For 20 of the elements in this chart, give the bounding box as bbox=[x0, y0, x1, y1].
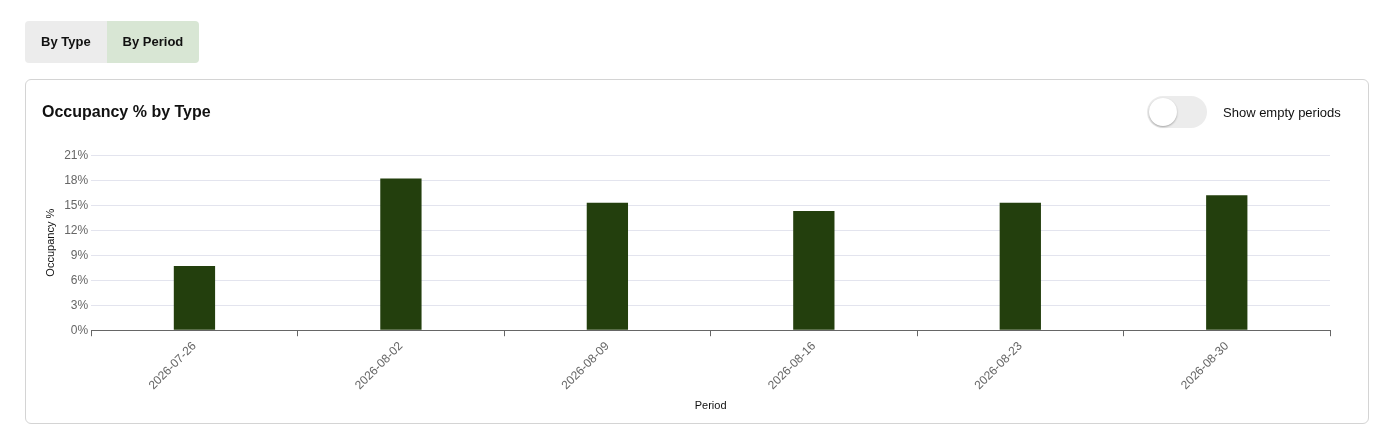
y-tick-label: 0% bbox=[70, 322, 89, 337]
x-axis-title: Period bbox=[694, 399, 727, 412]
text: By Type bbox=[25, 21, 107, 63]
bar bbox=[1206, 195, 1248, 330]
y-tick-label: 15% bbox=[64, 197, 89, 212]
bar bbox=[173, 266, 216, 330]
y-tick-label: 12% bbox=[64, 222, 89, 237]
bar bbox=[586, 202, 629, 330]
text: By Period bbox=[106, 21, 200, 63]
y-tick-label: 6% bbox=[70, 272, 89, 287]
chart-title: Occupancy % by Type bbox=[42, 103, 211, 121]
bar bbox=[793, 211, 835, 330]
y-tick-label: 9% bbox=[70, 247, 89, 262]
y-tick-label: 3% bbox=[70, 297, 89, 312]
bar bbox=[999, 202, 1041, 330]
y-tick-label: 18% bbox=[64, 172, 89, 187]
text: Show empty periods bbox=[1223, 105, 1341, 120]
y-tick-label: 21% bbox=[64, 147, 89, 162]
bar bbox=[380, 178, 422, 330]
y-axis-title: Occupancy % bbox=[43, 208, 56, 277]
